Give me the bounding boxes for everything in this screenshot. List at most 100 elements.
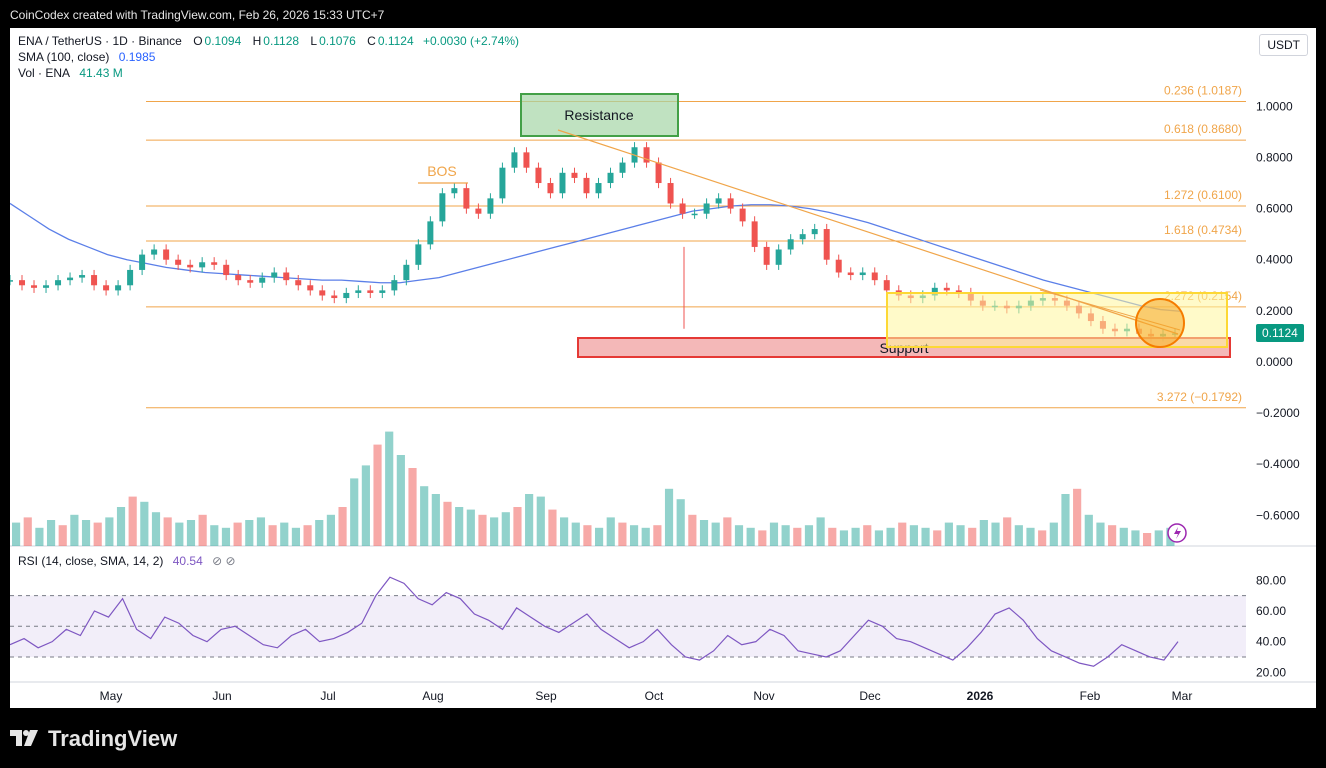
volume-bar [1014, 525, 1023, 546]
rsi-tick-label: 80.00 [1256, 573, 1286, 587]
volume-label: Vol · ENA [18, 66, 71, 80]
volume-bar [1061, 494, 1070, 546]
volume-bar [116, 507, 126, 546]
bos-label: BOS [427, 163, 457, 179]
candle-body [307, 285, 314, 291]
candle-body [127, 269, 134, 286]
candle-body [871, 272, 878, 281]
volume-bar [1038, 530, 1047, 546]
candle-body [415, 244, 422, 265]
volume-bar [746, 527, 755, 546]
volume-bar [338, 507, 347, 546]
candle-body [955, 290, 962, 293]
volume-bar [210, 525, 219, 546]
volume-value: 41.43 M [79, 66, 123, 80]
candle-body [571, 172, 578, 178]
open-label: O [193, 34, 203, 48]
candle-body [19, 280, 26, 286]
price-tick-label: −0.4000 [1256, 457, 1300, 471]
candle-body [943, 287, 950, 291]
volume-bar [968, 527, 977, 546]
volume-bar [478, 514, 487, 546]
candle-body [559, 172, 566, 194]
candle-body [691, 213, 698, 216]
candle-body [151, 249, 158, 255]
volume-bar [408, 468, 417, 546]
rsi-visibility-icons[interactable]: ⊘ ⊘ [212, 554, 236, 568]
time-tick-label: Feb [1080, 689, 1101, 703]
candle-body [811, 229, 818, 235]
chart-panel[interactable]: 1.0000 0.8000 0.6000 0.4000 0.2000 0.0000 −0.2… [10, 28, 1316, 708]
time-tick-label: Jul [320, 689, 335, 703]
volume-bar [373, 444, 382, 546]
candle-body [835, 259, 842, 273]
sma-label: SMA (100, close) [18, 50, 110, 64]
close-value: 0.1124 [377, 34, 414, 48]
candle-body [163, 249, 170, 260]
volume-bar [81, 520, 91, 546]
volume-bar [1108, 525, 1117, 546]
volume-bar [1084, 514, 1093, 546]
volume-bar [734, 525, 744, 546]
candle-body [10, 280, 13, 282]
highlight-circle [1135, 298, 1185, 348]
candle-body [499, 167, 506, 199]
sma-legend: SMA (100, close) 0.1985 [18, 50, 157, 64]
candle-body [367, 290, 374, 293]
volume-bar [863, 525, 872, 546]
candle-body [187, 264, 194, 268]
close-label: C [367, 34, 376, 48]
volume-bar [933, 530, 942, 546]
candle-body [931, 287, 938, 296]
candle-body [787, 239, 794, 250]
volume-bar [361, 465, 370, 546]
volume-bar [105, 517, 114, 546]
price-tick-label: 0.0000 [1256, 355, 1293, 369]
volume-bar [221, 527, 231, 546]
candle-body [607, 172, 614, 184]
time-tick-label: Dec [859, 689, 880, 703]
volume-bar [70, 514, 79, 546]
rsi-tick-label: 60.00 [1256, 604, 1286, 618]
candle-body [403, 264, 410, 281]
volume-bar [641, 527, 650, 546]
fib-level-label: 0.236 (1.0187) [1164, 84, 1242, 98]
volume-bar [23, 517, 32, 546]
volume-bar [291, 527, 301, 546]
rsi-legend: RSI (14, close, SMA, 14, 2) 40.54 ⊘ ⊘ [18, 554, 238, 568]
rsi-tick-label: 20.00 [1256, 665, 1286, 679]
price-tick-label: −0.2000 [1256, 406, 1300, 420]
candle-body [271, 272, 278, 278]
candle-body [319, 290, 326, 296]
candle-body [391, 280, 398, 291]
currency-button[interactable]: USDT [1259, 34, 1308, 56]
volume-bar [175, 522, 184, 546]
volume-bar [396, 455, 405, 546]
sma-line [10, 202, 1181, 312]
rsi-label: RSI (14, close, SMA, 14, 2) [18, 554, 164, 568]
volume-bar [256, 517, 266, 546]
volume-bar [723, 517, 732, 546]
volume-bar [606, 517, 615, 546]
candle-body [595, 183, 602, 194]
candle-body [439, 193, 446, 222]
volume-bar [35, 527, 44, 546]
volume-bar [140, 501, 149, 546]
fib-level-label: 1.272 (0.6100) [1164, 188, 1242, 202]
candle-body [847, 272, 854, 276]
symbol-label: ENA / TetherUS · 1D · Binance [18, 34, 182, 48]
chart-canvas[interactable]: 1.0000 0.8000 0.6000 0.4000 0.2000 0.0000 −0.2… [10, 28, 1316, 708]
volume-bar [781, 525, 790, 546]
time-tick-label: Nov [753, 689, 774, 703]
lightning-glyph [1174, 527, 1181, 539]
volume-bar [548, 509, 557, 546]
candle-body [199, 262, 206, 268]
sma-value: 0.1985 [118, 50, 156, 64]
volume-bar [233, 522, 242, 546]
volume-bar [350, 478, 359, 546]
volume-bar [513, 507, 522, 546]
change-value: +0.0030 (+2.74%) [422, 34, 520, 48]
volume-bar [1131, 530, 1140, 546]
volume-bar [326, 514, 335, 546]
volume-bar [793, 527, 802, 546]
